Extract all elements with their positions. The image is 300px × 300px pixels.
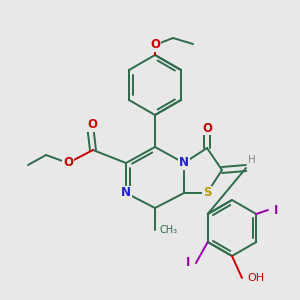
Text: I: I [274, 203, 278, 217]
Text: N: N [179, 157, 189, 169]
Text: N: N [121, 187, 131, 200]
Text: O: O [202, 122, 212, 134]
Text: S: S [203, 187, 211, 200]
Text: OH: OH [248, 273, 265, 283]
Text: O: O [63, 157, 73, 169]
Text: I: I [186, 256, 190, 269]
Text: O: O [150, 38, 160, 52]
Text: CH₃: CH₃ [160, 225, 178, 235]
Text: H: H [248, 155, 256, 165]
Text: O: O [87, 118, 97, 131]
